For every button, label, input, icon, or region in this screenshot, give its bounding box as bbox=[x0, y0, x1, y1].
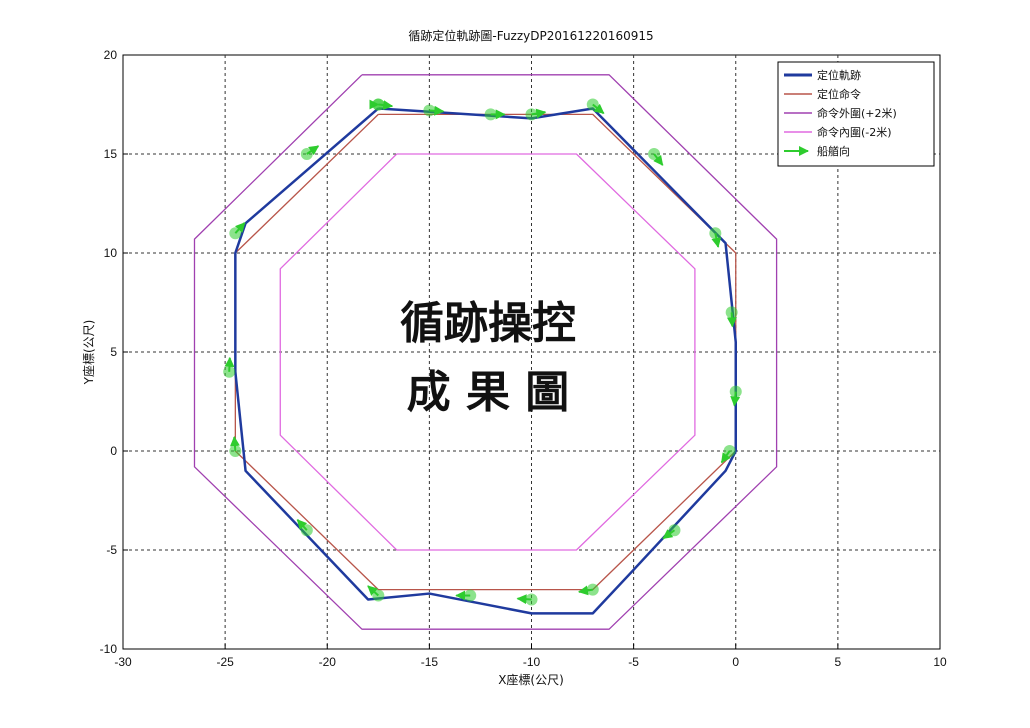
x-axis-label: X座標(公尺) bbox=[498, 672, 564, 687]
x-tick-label: 0 bbox=[732, 655, 739, 669]
overlay-title-line-2: 成 果 圖 bbox=[407, 367, 570, 418]
series-line-2 bbox=[193, 74, 778, 630]
y-tick-label: 15 bbox=[104, 147, 118, 161]
legend-label: 船艏向 bbox=[817, 144, 850, 158]
heading-cluster bbox=[300, 148, 313, 160]
x-tick-label: -25 bbox=[216, 655, 234, 669]
x-tick-label: -10 bbox=[523, 655, 541, 669]
heading-cluster bbox=[525, 593, 538, 606]
heading-cluster bbox=[484, 108, 497, 121]
heading-cluster bbox=[648, 148, 661, 160]
heading-cluster bbox=[229, 445, 242, 457]
y-axis-label: Y座標(公尺) bbox=[81, 320, 96, 386]
y-tick-label: 5 bbox=[110, 345, 117, 359]
x-tick-label: 5 bbox=[835, 655, 842, 669]
heading-cluster bbox=[668, 524, 681, 537]
y-tick-label: -5 bbox=[106, 543, 117, 557]
heading-cluster bbox=[372, 589, 385, 602]
heading-cluster bbox=[525, 108, 538, 121]
heading-cluster bbox=[586, 98, 599, 111]
x-tick-label: 10 bbox=[933, 655, 947, 669]
x-tick-label: -5 bbox=[628, 655, 639, 669]
axis-ticks: -30 -25 -20 -15 -10 -5 0 5 10 -10 -5 0 5 10 15 20 bbox=[100, 48, 947, 669]
series-line-3 bbox=[279, 153, 696, 551]
x-tick-label: -15 bbox=[421, 655, 439, 669]
heading-cluster bbox=[723, 445, 736, 457]
heading-cluster bbox=[729, 385, 742, 398]
heading-cluster bbox=[464, 589, 477, 602]
x-tick-label: -30 bbox=[114, 655, 132, 669]
heading-cluster bbox=[229, 227, 242, 240]
y-tick-label: 0 bbox=[110, 444, 117, 458]
heading-cluster bbox=[372, 98, 385, 111]
legend-label: 定位軌跡 bbox=[817, 68, 861, 82]
legend-label: 命令內圍(-2米) bbox=[817, 125, 892, 139]
heading-cluster bbox=[709, 227, 722, 240]
chart-title: 循跡定位軌跡圖-FuzzyDP20161220160915 bbox=[408, 28, 653, 43]
heading-cluster bbox=[423, 104, 436, 117]
overlay-title-line-1: 循跡操控 bbox=[400, 298, 576, 349]
series-line-0 bbox=[234, 107, 737, 615]
series-layer bbox=[193, 74, 778, 630]
heading-cluster bbox=[725, 306, 738, 319]
legend-label: 定位命令 bbox=[817, 87, 861, 101]
y-tick-label: 10 bbox=[104, 246, 118, 260]
heading-cluster bbox=[586, 583, 599, 596]
legend-label: 命令外圍(+2米) bbox=[817, 106, 897, 120]
y-tick-label: 20 bbox=[104, 48, 118, 62]
x-tick-label: -20 bbox=[319, 655, 337, 669]
heading-cluster bbox=[300, 524, 313, 537]
heading-cluster bbox=[223, 365, 236, 378]
y-tick-label: -10 bbox=[100, 642, 118, 656]
